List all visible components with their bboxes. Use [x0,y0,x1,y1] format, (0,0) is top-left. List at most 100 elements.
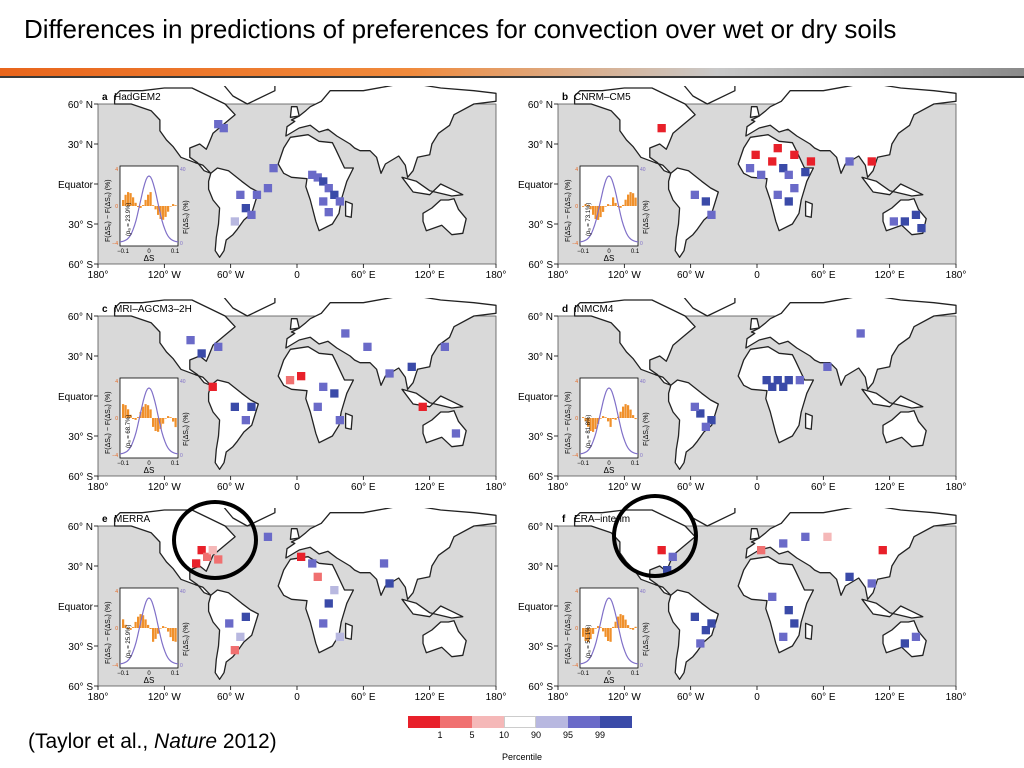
inset-left-tick: 0 [115,416,118,422]
inset-hist-bar [169,628,172,638]
inset-hist-bar [599,418,602,419]
inset-distribution-curve [579,597,639,665]
continent-outline [573,87,696,174]
percentile-cell [889,217,898,226]
percentile-cell [911,632,921,641]
inset-x-tick: 0.1 [171,461,180,467]
inset-hist-bar [604,628,607,637]
continent-outline [344,200,353,218]
lat-label: 30° N [68,562,93,573]
percentile-cell [707,210,716,219]
percentile-cell [701,626,710,635]
legend-title: Percentile [501,752,543,762]
percentile-legend: Percentile 1 5 10 90 95 99 [406,716,638,764]
continent-outline [344,622,353,640]
continent-outline [683,298,736,317]
percentile-cell [330,190,339,199]
inset-distribution-curve [579,175,639,243]
continent-outline [749,318,760,330]
percentile-cell [363,342,372,351]
lat-label: 60° S [68,682,93,693]
continent-outline [667,589,719,680]
percentile-cell [241,204,250,213]
lon-label: 60° W [217,270,245,281]
lat-label: 60° S [68,260,93,271]
continent-outline [667,167,719,258]
panel-letter: d [562,304,568,315]
continent-outline [745,86,957,178]
lat-label: 30° N [528,140,553,151]
inset-hist-bar [604,206,607,207]
inset-hist-bar [589,206,592,210]
lon-label: 120° E [875,482,905,493]
lat-label: 30° S [528,642,553,653]
inset-hist-bar [632,628,635,630]
lon-label: 60° E [351,270,376,281]
percentile-cell [297,372,306,381]
percentile-cell [657,124,666,133]
inset-hist-bar [152,628,155,642]
percentile-cell [696,639,705,648]
panel-model-name: MERRA [114,514,150,525]
percentile-cell [440,342,449,351]
percentile-cell [324,599,333,608]
lon-label: 60° W [217,692,245,703]
continent-outline [737,556,815,654]
inset-left-axis-label: F(ΔSₑ) − F(ΔSₒ) (%) [105,601,112,664]
inset-hist-bar [157,628,160,634]
lon-label: 120° W [148,270,181,281]
inset-hist-bar [134,621,137,628]
inset-hist-bar [627,625,630,628]
inset-hist-bar [122,404,125,418]
inset-hist-bar [172,204,175,206]
continent-outline [401,176,464,197]
lon-label: 60° W [677,692,705,703]
inset-hist-bar [612,418,615,419]
inset-hist-bar [592,628,595,634]
continent-outline [737,346,815,444]
legend-swatch [504,716,536,728]
percentile-cell [745,164,755,173]
percentile-cell [779,539,788,548]
lon-label: 120° E [875,270,905,281]
percentile-cell [219,124,228,133]
percentile-cell [773,144,782,153]
inset-left-axis-label: F(ΔSₑ) − F(ΔSₒ) (%) [105,179,112,242]
lat-label: 30° S [68,642,93,653]
percentile-cell [236,632,245,641]
inset-p-value: (pₐ = 81.8%) [586,415,592,448]
legend-swatch [440,716,472,728]
percentile-cell [707,416,716,425]
inset-hist-bar [132,627,135,628]
continent-outline [277,556,355,654]
inset-hist-bar [607,204,610,206]
inset-hist-bar [582,417,585,418]
inset-x-tick: 0 [607,671,611,677]
inset-hist-bar [142,615,145,628]
inset-hist-bar [127,628,130,629]
percentile-cell [768,382,777,391]
lat-label: 30° N [528,562,553,573]
inset-x-label: ΔS [144,466,155,475]
inset-hist-bar [129,414,132,418]
inset-hist-bar [587,628,590,642]
lon-label: 180° [486,692,507,703]
inset-hist-bar [142,205,145,206]
inset-hist-bar [139,206,142,208]
lat-label: 60° N [68,100,93,111]
inset-left-tick: −4 [112,453,118,459]
percentile-cell [330,586,339,595]
inset-hist-bar [624,199,627,206]
panel-letter: a [102,92,108,103]
continent-outline [804,412,813,430]
inset-hist-bar [137,616,140,628]
lon-label: 120° E [875,692,905,703]
inset-hist-bar [162,626,165,628]
inset-hist-bar [609,628,612,642]
lon-label: 0 [754,692,760,703]
continent-outline [344,412,353,430]
percentile-cell [696,409,705,418]
percentile-cell [335,416,344,425]
